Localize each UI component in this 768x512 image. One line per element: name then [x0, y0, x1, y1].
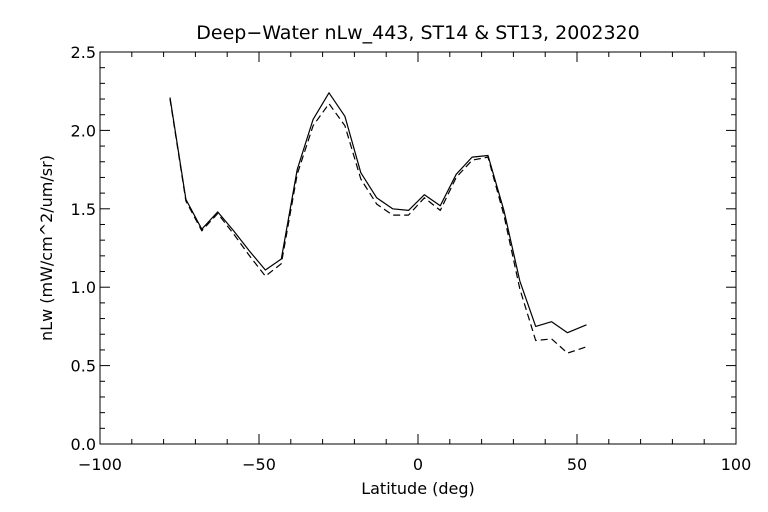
x-tick-label: −100	[78, 455, 122, 474]
x-axis: −100 −50 0 50 100	[78, 52, 751, 474]
y-tick-label: 1.0	[71, 278, 96, 297]
x-tick-label: 50	[567, 455, 587, 474]
y-tick-label: 2.0	[71, 121, 96, 140]
y-tick-label: 0.0	[71, 435, 96, 454]
x-tick-label: 100	[721, 455, 752, 474]
series-line-solid	[169, 92, 587, 334]
x-axis-label: Latitude (deg)	[361, 479, 475, 498]
chart-title: Deep−Water nLw_443, ST14 & ST13, 2002320	[196, 22, 640, 44]
x-tick-label: 0	[413, 455, 423, 474]
y-axis-label: nLw (mW/cm^2/um/sr)	[37, 155, 56, 341]
y-tick-label: 2.5	[71, 43, 96, 62]
y-tick-label: 1.5	[71, 200, 96, 219]
series-line-dashed	[169, 98, 587, 354]
series-layer	[169, 92, 587, 354]
plot-frame	[99, 51, 737, 445]
x-tick-label: −50	[242, 455, 276, 474]
y-tick-label: 0.5	[71, 357, 96, 376]
y-axis: 0.0 0.5 1.0 1.5 2.0 2.5	[71, 43, 736, 454]
